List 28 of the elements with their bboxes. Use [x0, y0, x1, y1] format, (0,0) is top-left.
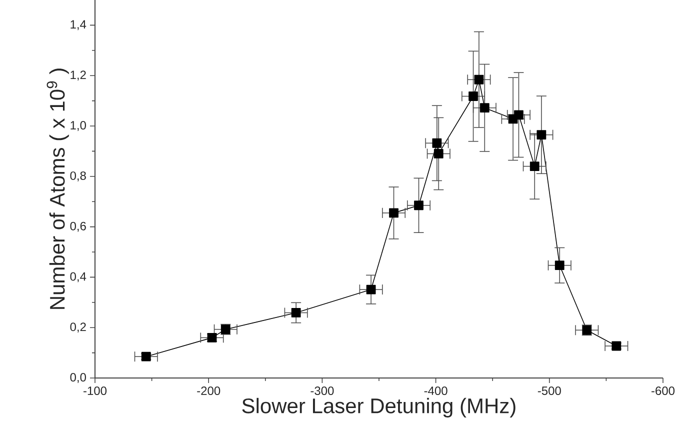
y-tick-label: 0,2	[70, 322, 86, 333]
y-tick-label: 0,6	[70, 222, 86, 232]
point	[291, 308, 301, 318]
point	[414, 200, 424, 210]
y-tick-label: 0,0	[70, 373, 86, 383]
x-tick-label: -400	[424, 386, 448, 396]
point	[434, 149, 444, 158]
x-tick-label: -300	[310, 386, 334, 396]
y-tick-label: 1,0	[70, 121, 86, 131]
y-tick-label: 1,4	[70, 20, 86, 30]
x-tick-label: -500	[538, 386, 561, 396]
x-tick-label: -100	[84, 386, 107, 396]
x-tick-label: -600	[652, 386, 675, 396]
point	[474, 74, 484, 84]
y-tick-label: 1,2	[70, 70, 86, 81]
point	[480, 103, 490, 113]
point	[366, 284, 376, 294]
point	[536, 130, 546, 140]
point	[468, 92, 478, 101]
point	[554, 260, 564, 270]
y-tick-label: 0,4	[70, 272, 86, 282]
point	[389, 208, 398, 218]
point	[530, 162, 540, 172]
x-tick-label: -200	[197, 386, 220, 396]
x-axis-title: Slower Laser Detuning (MHz)	[242, 398, 516, 418]
point	[432, 138, 442, 148]
y-axis-title: Number of Atoms ( x 10$^{9}$ )	[46, 68, 69, 309]
y-tick-label: 0,8	[70, 171, 86, 182]
